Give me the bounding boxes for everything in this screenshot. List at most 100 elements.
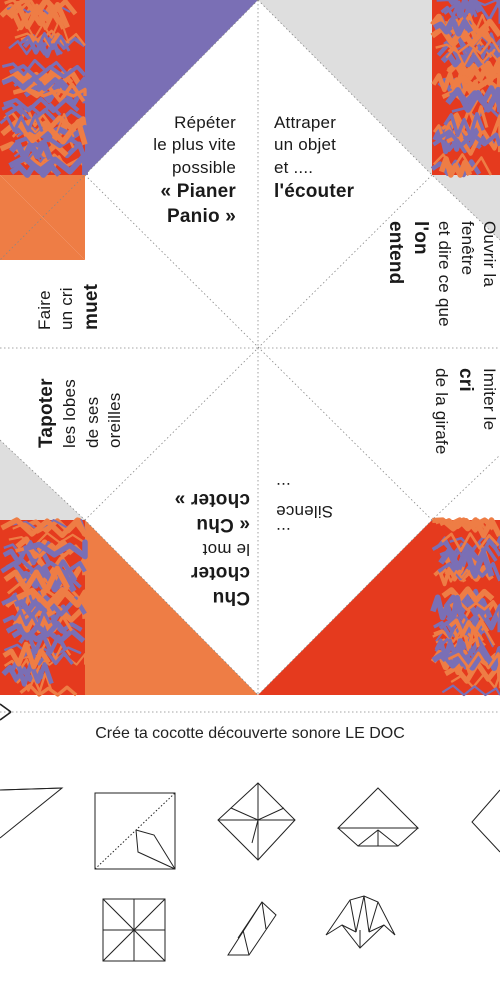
brushstroke: [431, 538, 500, 561]
flap-top-right: Attraper un objet et .... l'écouter: [274, 112, 394, 204]
instructions-caption: Crée ta cocotte découverte sonore LE DOC: [95, 725, 405, 742]
brushstroke: [0, 113, 44, 133]
brushstroke: [16, 587, 88, 609]
flap-bottom-left: Chu choter le mot « Chu choter »: [140, 470, 250, 610]
flap-left-upper: Faire un cri muet: [34, 240, 109, 330]
brushstroke-texture: [0, 0, 500, 697]
brushstroke: [4, 105, 86, 125]
brushstroke: [16, 17, 70, 44]
flap-top-left-line: le plus vite: [153, 135, 236, 155]
flap-right-upper-bold: entend: [384, 221, 406, 285]
fold-step-3-icon: [217, 782, 296, 861]
flap-bottom-right-lead: ...: [276, 479, 291, 499]
flap-left-upper-bold: muet: [80, 283, 102, 330]
flap-right-upper: Ouvrir la fenêtre et dire ce que l'on en…: [385, 221, 500, 331]
brushstroke: [14, 566, 77, 593]
brushstroke: [432, 153, 492, 176]
brushstroke: [450, 77, 483, 100]
brushstroke: [3, 565, 71, 594]
brushstroke: [3, 540, 59, 558]
brushstroke: [443, 594, 493, 619]
brushstroke: [14, 29, 86, 47]
flap-bottom-left-bold: choter »: [174, 489, 250, 511]
brushstroke: [445, 46, 500, 67]
flap-right-lower: Imiter le cri de la girafe: [425, 368, 500, 478]
brushstroke: [1, 58, 69, 77]
fold-lines: [0, 0, 500, 713]
brushstroke: [12, 519, 86, 533]
brushstroke: [447, 651, 500, 670]
brushstroke: [450, 75, 500, 93]
brushstroke: [2, 641, 51, 670]
brushstroke: [432, 517, 497, 532]
flap-left-upper-line: un cri: [57, 287, 77, 330]
brushstroke: [435, 536, 489, 562]
brushstroke: [440, 0, 478, 20]
brushstroke: [432, 123, 464, 140]
brushstroke: [5, 557, 87, 576]
brushstroke: [23, 539, 88, 560]
flap-left-upper-line: Faire: [35, 290, 54, 330]
brushstroke: [14, 136, 84, 149]
brushstroke: [433, 16, 474, 37]
flap-top-left-line: possible: [172, 157, 236, 177]
brushstroke: [1, 75, 68, 92]
flap-left-lower-line: de ses: [82, 396, 102, 448]
brushstroke: [17, 71, 74, 86]
brushstroke: [13, 87, 87, 98]
brushstroke: [13, 597, 57, 614]
brushstroke: [8, 531, 86, 547]
brushstroke: [449, 13, 490, 33]
flap-bottom-left-bold: Chu: [212, 587, 250, 608]
flap-top-left-bold: Panio »: [167, 206, 236, 228]
brushstroke: [445, 86, 500, 113]
brushstroke: [3, 97, 80, 113]
fold-step-2-icon: [94, 792, 176, 870]
brushstroke: [430, 159, 482, 178]
flap-left-lower-line: oreilles: [104, 392, 124, 448]
flap-bottom-left-line: le mot: [202, 539, 251, 559]
fold-step-8-icon: [325, 895, 396, 949]
brushstroke: [437, 562, 500, 582]
fold-step-1-icon: [0, 787, 64, 839]
brushstroke: [15, 536, 75, 559]
flap-top-left: Répéter le plus vite possible « Pianer P…: [118, 112, 236, 229]
flap-right-upper-line: fenêtre: [457, 221, 477, 276]
brushstroke: [438, 156, 473, 178]
flap-bottom-right-line: Silence: [276, 501, 334, 521]
brushstroke: [8, 40, 63, 56]
flap-bottom-right-line: ...: [276, 524, 291, 543]
flap-left-lower-line: les lobes: [60, 379, 80, 448]
brushstroke: [439, 568, 474, 583]
brushstroke: [441, 532, 500, 553]
brushstroke: [441, 684, 500, 697]
fold-step-5-icon: [471, 789, 500, 853]
fold-step-6-icon: [102, 898, 166, 962]
flap-top-right-line: Attraper: [274, 113, 337, 132]
brushstroke: [436, 129, 500, 148]
flap-right-upper-bold: l'on: [409, 221, 431, 255]
brushstroke: [19, 683, 78, 697]
brushstroke: [435, 38, 500, 55]
fold-step-4-icon: [336, 787, 420, 847]
flap-top-left-bold: « Pianer: [160, 181, 236, 203]
flap-top-left-line: Répéter: [174, 113, 236, 132]
scissors-icon: [0, 703, 12, 721]
flap-top-right-line: un objet: [274, 135, 337, 155]
brushstroke: [443, 112, 485, 138]
flap-top-right-line: et ....: [274, 157, 314, 177]
brushstroke: [434, 638, 466, 664]
flap-left-lower-bold: Tapoter: [36, 378, 57, 448]
flap-bottom-left-bold: choter: [190, 561, 250, 583]
flap-right-upper-line: Ouvrir la: [480, 221, 499, 288]
flap-left-lower: Tapoter les lobes de ses oreilles: [34, 338, 129, 448]
brushstroke: [14, 0, 78, 17]
brushstroke: [15, 113, 75, 139]
brushstroke: [18, 32, 71, 53]
brushstroke: [433, 616, 484, 639]
fold-step-7-icon: [227, 901, 277, 956]
brushstroke: [430, 594, 465, 627]
brushstroke: [13, 609, 52, 628]
flap-bottom-left-bold: « Chu: [196, 514, 250, 536]
